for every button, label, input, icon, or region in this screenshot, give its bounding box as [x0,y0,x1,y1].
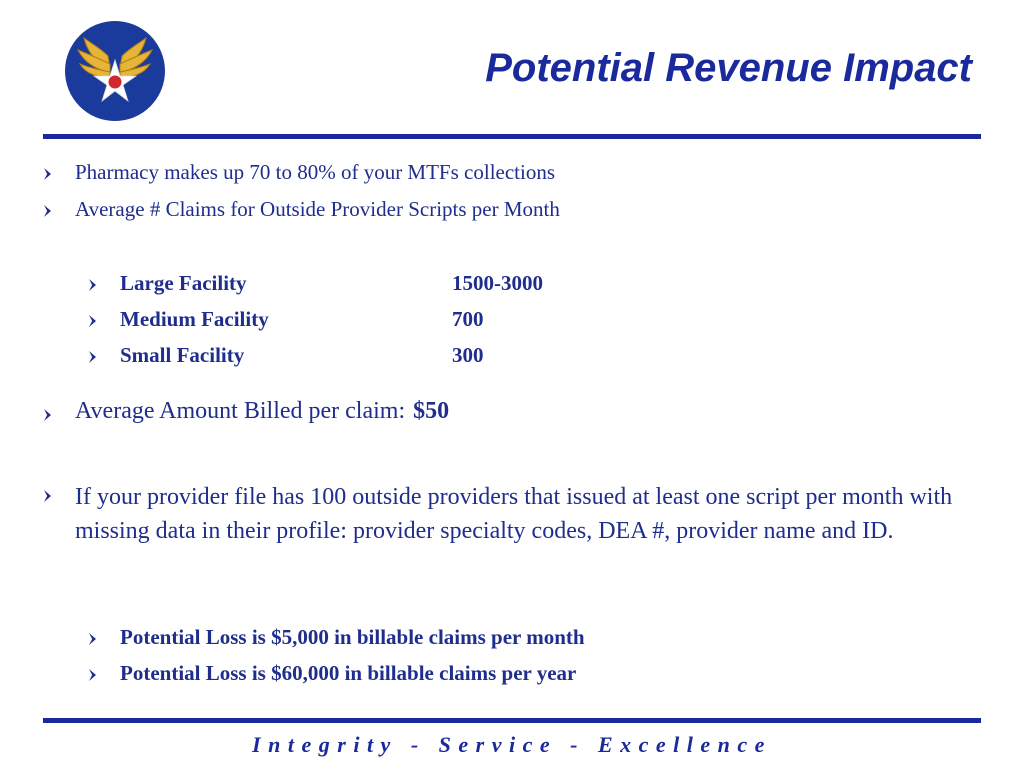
facility-large-label: Large Facility [120,271,247,295]
loss-per-month: Potential Loss is $5,000 in billable cla… [120,625,585,649]
diamond-bullet-icon [44,205,51,217]
diamond-bullet-icon [89,279,96,291]
header-divider [43,134,981,139]
footer-divider [43,718,981,723]
diamond-bullet-icon [89,633,96,645]
air-force-wings-star-logo [65,21,165,121]
bullet-pharmacy: Pharmacy makes up 70 to 80% of your MTFs… [75,160,556,184]
facility-small-value: 300 [452,343,484,367]
facility-medium-label: Medium Facility [120,307,269,331]
facility-medium-value: 700 [452,307,484,331]
diamond-bullet-icon [44,409,51,421]
diamond-bullet-icon [89,669,96,681]
diamond-bullet-icon [44,168,51,180]
diamond-bullet-icon [89,315,96,327]
average-amount-label: Average Amount Billed per claim: [75,398,406,424]
bullet-provider-file: If your provider file has 100 outside pr… [75,484,953,544]
slide-title: Potential Revenue Impact [485,46,972,90]
diamond-bullet-icon [89,351,96,363]
footer-motto: Integrity - Service - Excellence [252,732,772,757]
diamond-bullet-icon [44,490,51,502]
facility-small-label: Small Facility [120,343,245,367]
facility-large-value: 1500-3000 [452,271,543,295]
bullet-average-amount: Average Amount Billed per claim: $50 [75,398,449,425]
average-amount-value: $50 [413,398,450,424]
bullet-average-claims: Average # Claims for Outside Provider Sc… [75,197,560,221]
loss-per-year: Potential Loss is $60,000 in billable cl… [120,661,577,685]
